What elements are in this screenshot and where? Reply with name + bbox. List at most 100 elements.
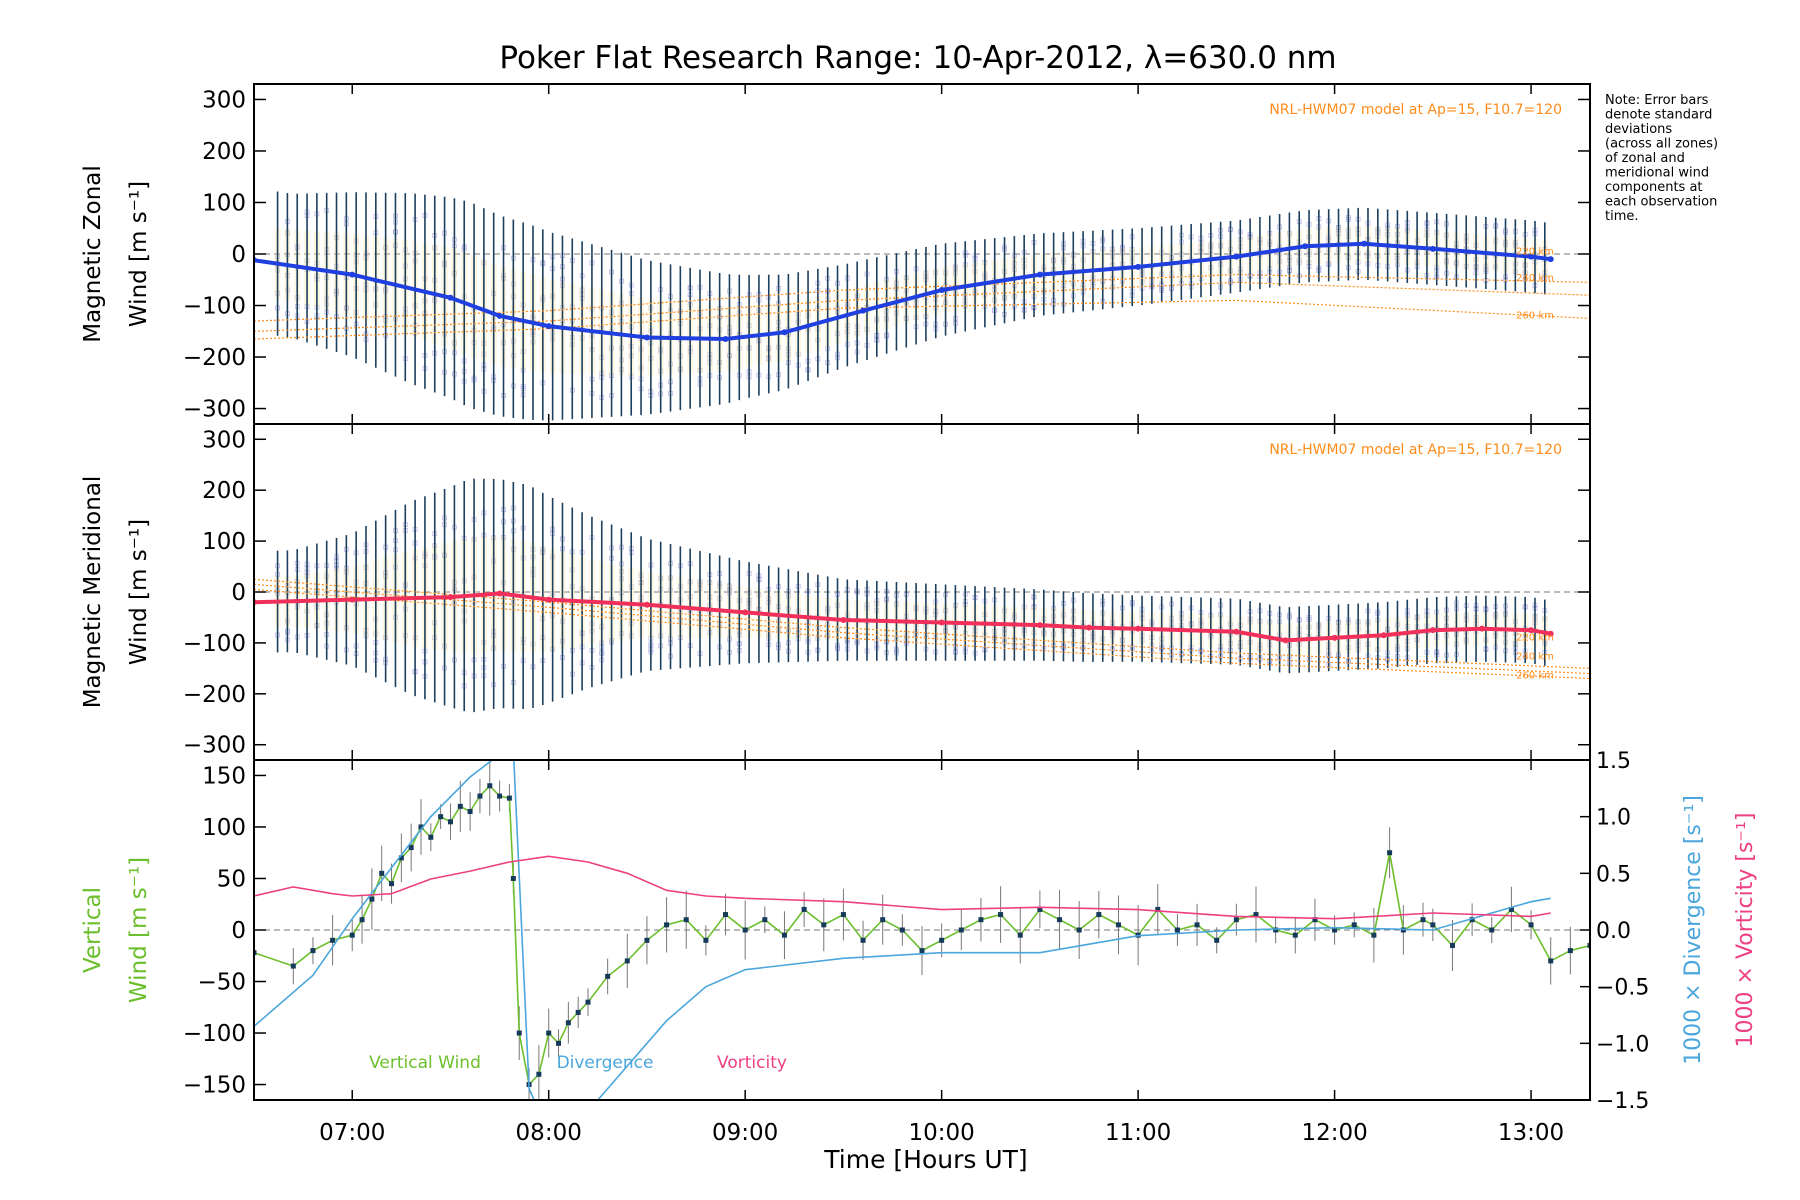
y-axis-label-line2: Wind [m s⁻¹]: [126, 857, 152, 1003]
mean-wind-point: [1282, 637, 1289, 644]
vertical-wind-point: [408, 845, 414, 851]
y2-tick-label: 1.5: [1596, 749, 1631, 774]
y-axis-label-line1: Magnetic Meridional: [80, 476, 106, 709]
panel-zonal: 220 km 240 km 260 km NRL-HWM07 model at Ap=…: [80, 83, 1591, 425]
vertical-wind-point: [781, 932, 787, 938]
vertical-wind-point: [1096, 912, 1102, 918]
y-axis-label-line1: Vertical: [80, 887, 106, 973]
note-line: meridional wind: [1605, 166, 1709, 181]
vertical-wind-point: [1332, 927, 1338, 933]
y-axis-label-line2: Wind [m s⁻¹]: [126, 181, 152, 327]
vertical-wind-point: [1508, 906, 1514, 912]
vertical-wind-point: [1312, 917, 1318, 923]
y2-tick-label: −0.5: [1596, 976, 1649, 1001]
mean-wind-point: [1528, 253, 1535, 260]
panel-meridional: 220 km 240 km 260 km NRL-HWM07 model at Ap=…: [80, 423, 1591, 761]
vertical-wind-point: [447, 819, 453, 825]
note-line: Note: Error bars: [1605, 93, 1709, 108]
vertical-wind-point: [1076, 927, 1082, 933]
x-tick-label: 10:00: [908, 1120, 974, 1146]
vertical-wind-point: [1253, 912, 1259, 918]
model-altitude-label: 240 km: [1516, 273, 1554, 284]
vertical-wind-point: [349, 932, 355, 938]
mean-wind-point: [643, 334, 650, 341]
y2-tick-label: 1.0: [1596, 806, 1631, 831]
vertical-wind-point: [516, 1030, 522, 1036]
vertical-wind-point: [1587, 942, 1590, 948]
y-tick-label: −50: [197, 970, 246, 996]
vertical-wind-point: [369, 896, 375, 902]
mean-wind-point: [1331, 634, 1338, 641]
y-tick-label: 200: [202, 139, 246, 165]
y-tick-label: 300: [202, 87, 246, 113]
vertical-wind-point: [1449, 942, 1455, 948]
mean-wind-point: [447, 594, 454, 601]
vertical-wind-point: [506, 795, 512, 801]
mean-wind-point: [1547, 630, 1554, 637]
vertical-wind-point: [939, 937, 945, 943]
x-tick-label: 09:00: [712, 1120, 778, 1146]
vertical-wind-point: [1194, 922, 1200, 928]
note-line: each observation: [1605, 195, 1717, 210]
note-line: time.: [1605, 209, 1639, 224]
vertical-wind-point: [556, 1040, 562, 1046]
y-tick-label: −200: [183, 345, 246, 371]
vertical-wind-point: [801, 906, 807, 912]
vertical-wind-point: [1351, 922, 1357, 928]
vertical-wind-point: [1548, 958, 1554, 964]
mean-wind-point: [349, 596, 356, 603]
vertical-wind-point: [389, 881, 395, 887]
y-tick-label: −300: [183, 397, 246, 423]
y2-tick-label: 0.5: [1596, 862, 1631, 887]
vertical-wind-point: [958, 927, 964, 933]
vertical-wind-point: [398, 855, 404, 861]
mean-wind-point: [643, 601, 650, 608]
x-axis-label: Time [Hours UT]: [823, 1145, 1027, 1174]
vertical-wind-point: [821, 922, 827, 928]
vorticity-axis-label: 1000 × Vorticity [s⁻¹]: [1733, 813, 1758, 1048]
vertical-wind-point: [644, 937, 650, 943]
mean-wind-point: [1361, 240, 1368, 247]
note-line: (across all zones): [1605, 137, 1718, 152]
x-tick-label: 07:00: [319, 1120, 385, 1146]
y-axis-label-line1: Magnetic Zonal: [80, 165, 106, 343]
vertical-wind-point: [418, 824, 424, 830]
plot-area: [254, 760, 1590, 1100]
vertical-wind-point: [565, 1020, 571, 1026]
vertical-wind-point: [1430, 922, 1436, 928]
model-altitude-label: 240 km: [1516, 651, 1554, 662]
vertical-wind-point: [1528, 922, 1534, 928]
vertical-wind-point: [742, 927, 748, 933]
vertical-wind-point: [497, 793, 503, 799]
mean-wind-point: [1528, 627, 1535, 634]
mean-wind-point: [1478, 625, 1485, 632]
plot-area: [254, 478, 1590, 713]
divergence-axis-label: 1000 × Divergence [s⁻¹]: [1681, 795, 1706, 1065]
panel-vertical: Vertical Wind Divergence Vorticity −1.5 −1.0…: [80, 749, 1758, 1114]
mean-wind-point: [1036, 622, 1043, 629]
vertical-wind-point: [536, 1071, 542, 1077]
vertical-wind-point: [1292, 932, 1298, 938]
model-line: [254, 273, 1590, 322]
vorticity-line: [254, 855, 1551, 920]
divergence-line: [254, 760, 1551, 1100]
note-line: components at: [1605, 180, 1703, 195]
note-line: of zonal and: [1605, 151, 1685, 166]
vertical-wind-point: [1174, 927, 1180, 933]
vertical-wind-point: [624, 958, 630, 964]
note-line: denote standard: [1605, 108, 1712, 123]
mean-wind-point: [938, 287, 945, 294]
mean-wind-point: [860, 307, 867, 314]
vertical-wind-point: [860, 937, 866, 943]
y-axis-label-line2: Wind [m s⁻¹]: [126, 519, 152, 665]
y2-tick-label: −1.0: [1596, 1032, 1649, 1057]
vertical-wind-point: [1233, 917, 1239, 923]
y-tick-label: 150: [202, 763, 246, 789]
vertical-wind-point: [575, 1009, 581, 1015]
vertical-wind-point: [1017, 932, 1023, 938]
vertical-wind-point: [290, 963, 296, 969]
vertical-wind-point: [1057, 917, 1063, 923]
note-line: deviations: [1605, 122, 1672, 137]
mean-wind-point: [1380, 632, 1387, 639]
